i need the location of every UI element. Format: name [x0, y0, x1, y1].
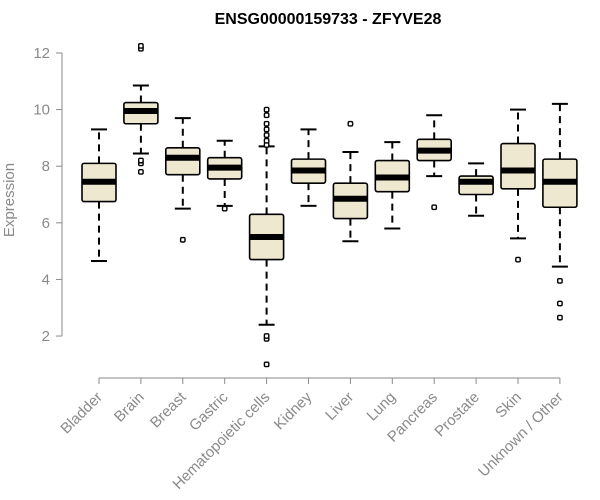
y-tick-label: 12 — [33, 45, 50, 62]
box-brain — [123, 43, 159, 175]
outlier-point — [137, 157, 144, 164]
box-breast — [165, 117, 201, 243]
box-hematopoietic-cells — [248, 106, 285, 368]
y-tick-label: 8 — [42, 158, 50, 175]
outlier-point — [557, 277, 563, 284]
outlier-point — [179, 236, 186, 243]
boxes-group — [81, 43, 578, 368]
y-tick-label: 4 — [42, 271, 50, 288]
outlier-point — [263, 333, 270, 339]
y-tick-label: 2 — [42, 328, 50, 345]
outlier-point — [515, 256, 521, 263]
y-axis: 2 4 6 8 10 12 — [33, 45, 63, 345]
box-gastric — [206, 139, 243, 212]
y-axis-label: Expression — [1, 163, 18, 237]
x-tick-label: Breast — [147, 388, 190, 431]
outlier-point — [263, 120, 270, 127]
box-liver — [332, 120, 369, 243]
outlier-point — [263, 126, 270, 133]
x-tick-label: Bladder — [57, 389, 106, 438]
y-tick-label: 10 — [33, 102, 50, 119]
x-tick-label: Liver — [322, 389, 357, 424]
x-tick-label: Prostate — [431, 389, 483, 441]
outlier-point — [557, 314, 563, 321]
x-tick-label: Skin — [492, 389, 525, 422]
box-kidney — [290, 128, 327, 207]
box-unknown-other — [542, 102, 578, 321]
outlier-point — [263, 137, 270, 144]
outlier-point — [263, 132, 270, 138]
x-tick-label: Lung — [364, 389, 400, 425]
box-prostate — [458, 162, 494, 217]
box-pancreas — [416, 114, 453, 211]
outlier-point — [263, 106, 270, 113]
outlier-point — [347, 120, 354, 127]
box-body — [165, 147, 201, 176]
outlier-point — [263, 361, 270, 368]
outlier-point — [263, 112, 270, 119]
x-tick-label: Kidney — [271, 388, 316, 433]
outlier-point — [137, 43, 144, 49]
box-lung — [374, 141, 411, 230]
outlier-point — [221, 205, 228, 212]
x-tick-label: Brain — [111, 389, 148, 426]
outlier-point — [431, 204, 438, 211]
y-tick-label: 6 — [42, 215, 50, 232]
box-skin — [500, 108, 536, 263]
outlier-point — [557, 300, 563, 307]
outlier-point — [137, 168, 144, 175]
box-body — [500, 142, 536, 190]
box-bladder — [81, 128, 117, 263]
chart-title: ENSG00000159733 - ZFYVE28 — [215, 11, 442, 28]
